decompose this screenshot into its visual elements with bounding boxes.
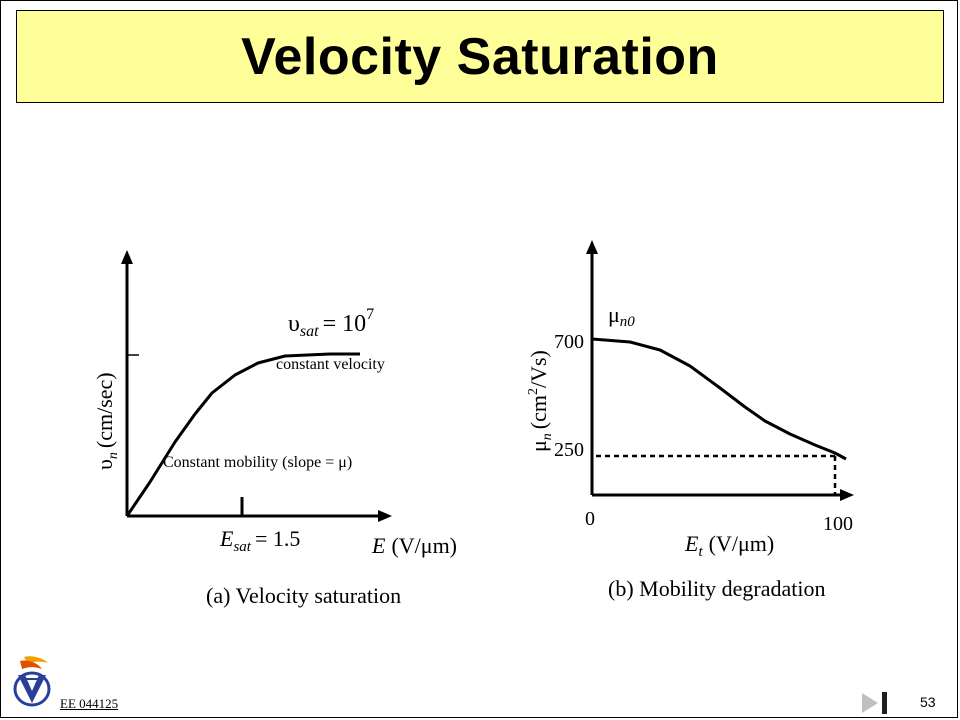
- left-x-axis-label: E (V/μm): [371, 533, 457, 558]
- slide-navigation: [862, 692, 887, 714]
- mu-n0-label: μn0: [608, 302, 635, 330]
- right-x-symbol: E: [684, 531, 699, 556]
- right-x-unit: (V/μm): [709, 531, 775, 556]
- next-slide-icon[interactable]: [862, 693, 878, 713]
- right-y-unit-b: /Vs): [526, 350, 551, 388]
- right-caption: (b) Mobility degradation: [608, 576, 826, 601]
- svg-text:υn(cm/sec): υn (cm/sec): [92, 372, 121, 470]
- left-y-unit: (cm/sec): [92, 372, 117, 448]
- page-number: 53: [920, 694, 936, 710]
- right-y-unit-exp: 2: [526, 388, 541, 395]
- technion-logo-icon: [13, 656, 51, 707]
- tick-250: 250: [554, 439, 584, 461]
- vsat-sub: sat: [300, 323, 319, 340]
- svg-text:μn(cm2/Vs): μn (cm2/Vs): [526, 350, 555, 452]
- tick-100: 100: [823, 513, 853, 535]
- left-y-sub: n: [106, 452, 121, 459]
- tick-0: 0: [585, 508, 595, 530]
- esat-annotation: Esat = 1.5: [219, 526, 300, 555]
- left-y-symbol: υ: [92, 459, 117, 470]
- esat-symbol: E: [219, 526, 234, 551]
- title-banner: Velocity Saturation: [16, 10, 944, 103]
- right-x-axis-label: Et (V/μm): [684, 531, 774, 560]
- left-x-arrow-icon: [378, 510, 392, 522]
- last-slide-icon[interactable]: [882, 692, 887, 714]
- mobility-degradation-plot: μn0 700 250 0 100 μn(cm2/Vs) Et (V/μm) (b…: [526, 240, 854, 601]
- vsat-eq: = 10: [323, 311, 367, 337]
- mu-n0-sub: n0: [620, 314, 636, 330]
- left-y-arrow-icon: [121, 250, 133, 264]
- right-y-axis-label: μn (cm2/Vs): [526, 350, 555, 452]
- tick-700: 700: [554, 331, 584, 353]
- esat-eq: = 1.5: [255, 526, 300, 551]
- left-x-unit: (V/μm): [391, 533, 457, 558]
- right-x-arrow-icon: [840, 489, 854, 501]
- constant-mobility-label: Constant mobility (slope = μ): [163, 454, 352, 471]
- right-y-arrow-icon: [586, 240, 598, 254]
- left-x-symbol: E: [371, 533, 386, 558]
- slide-title: Velocity Saturation: [241, 27, 719, 86]
- velocity-saturation-plot: υn(cm/sec) υsat = 107 constant velocity C…: [92, 250, 457, 608]
- left-y-axis-label: υn (cm/sec): [92, 372, 121, 470]
- mu-n0-symbol: μ: [608, 302, 620, 327]
- mobility-curve: [591, 337, 847, 461]
- right-x-sub: t: [698, 544, 703, 560]
- constant-velocity-label: constant velocity: [276, 356, 385, 373]
- left-caption: (a) Velocity saturation: [206, 583, 401, 608]
- course-code[interactable]: EE 044125: [60, 696, 119, 711]
- right-y-sub: n: [540, 433, 555, 440]
- right-y-symbol: μ: [526, 440, 551, 452]
- right-y-unit-a: (cm: [526, 395, 551, 429]
- vsat-exp: 7: [366, 306, 374, 323]
- esat-sub: sat: [233, 539, 251, 555]
- vsat-annotation: υsat = 107: [288, 306, 374, 340]
- vsat-symbol: υ: [288, 311, 300, 337]
- velocity-curve: [125, 352, 360, 517]
